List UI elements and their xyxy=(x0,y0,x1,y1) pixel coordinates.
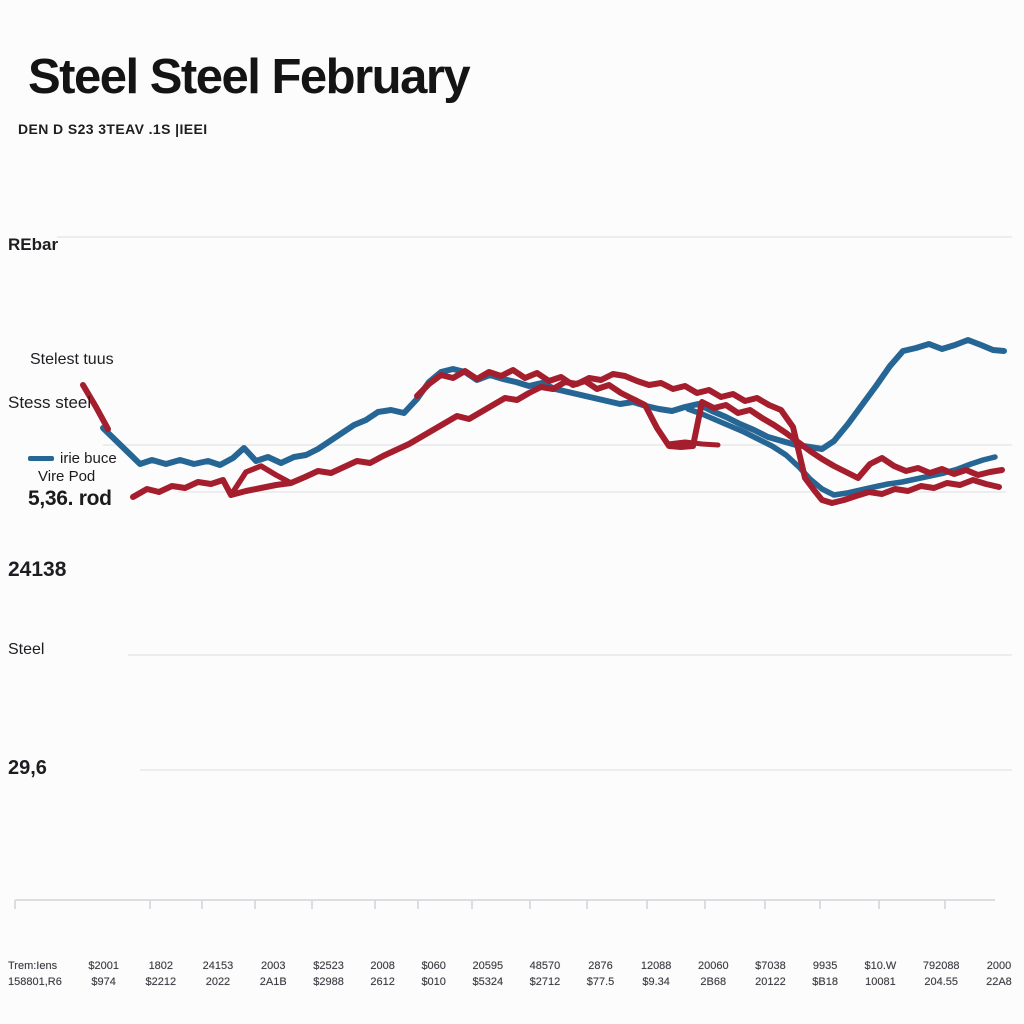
footer-value-bottom: 2612 xyxy=(370,976,395,988)
footer-value-top: $10.W xyxy=(864,960,897,972)
footer-columns: Trem:Iens 158801,R6 $2001 $974 1802 $2212 2415… xyxy=(0,958,1024,990)
footer-column: Trem:Iens 158801,R6 xyxy=(8,958,62,990)
footer-column: 2003 2A1B xyxy=(260,958,287,990)
footer-value-bottom: $5324 xyxy=(472,976,504,988)
footer-value-top: 792088 xyxy=(922,960,960,972)
page-title: Steel Steel February xyxy=(28,49,471,104)
axis-label-stelest: Stelest tuus xyxy=(30,351,114,368)
footer-column: 2008 2612 xyxy=(370,958,394,990)
footer-value-bottom: $B18 xyxy=(812,976,838,988)
footer-value-bottom: 158801,R6 xyxy=(8,976,62,988)
legend-row: irie buce xyxy=(28,450,117,467)
footer-column: 9935 $B18 xyxy=(812,958,838,990)
red-stub-line xyxy=(665,439,721,448)
footer-column: 20595 $5324 xyxy=(472,958,503,990)
footer-value-top: $060 xyxy=(421,960,446,972)
footer-value-bottom: 204.55 xyxy=(924,976,959,988)
legend-label-2: Vire Pod xyxy=(38,468,96,485)
blue-main-line xyxy=(100,337,1007,468)
red-upper-loop-line xyxy=(228,463,294,498)
footer-column: 48570 $2712 xyxy=(530,958,561,990)
footer-value-bottom: 2A1B xyxy=(259,976,287,988)
footer-column: 1802 $2212 xyxy=(146,958,177,990)
red-start-line xyxy=(80,382,111,432)
axis-label-steel: Steel xyxy=(8,641,45,658)
axis-label-stess: Stess steel xyxy=(8,393,92,412)
footer-value-bottom: 20122 xyxy=(755,976,786,988)
footer-value-bottom: $77.5 xyxy=(586,976,615,988)
footer-value-top: 9935 xyxy=(812,960,838,972)
footer-value-bottom: 2B68 xyxy=(700,976,727,988)
footer-column: 792088 204.55 xyxy=(923,958,960,990)
footer-column: 20060 2B68 xyxy=(698,958,729,990)
footer-column: 12088 $9.34 xyxy=(641,958,672,990)
footer-column: 2876 $77.5 xyxy=(587,958,615,990)
footer-value-top: $2523 xyxy=(313,960,344,972)
legend-value: 5,36. rod xyxy=(28,487,112,510)
footer-value-top: 20060 xyxy=(697,960,729,972)
footer-column: $060 $010 xyxy=(421,958,445,990)
footer-value-bottom: 10081 xyxy=(865,976,896,988)
blue-line-swatch-icon xyxy=(28,456,54,461)
footer-value-bottom: 2022 xyxy=(205,976,231,988)
footer-value-top: Trem:Iens xyxy=(8,960,58,972)
footer-value-top: 2000 xyxy=(986,960,1012,972)
footer-column: $10.W 10081 xyxy=(865,958,897,990)
red-weave-line xyxy=(414,367,1005,481)
footer-value-top: 48570 xyxy=(529,960,561,972)
footer-value-bottom: $2988 xyxy=(313,976,344,988)
footer-value-top: 1802 xyxy=(148,960,174,972)
footer-value-bottom: $974 xyxy=(91,976,116,988)
footer-value-top: 12088 xyxy=(640,960,672,972)
axis-label-24138: 24138 xyxy=(8,558,67,581)
footer-value-top: $2001 xyxy=(88,960,119,972)
footer-value-top: 2003 xyxy=(261,960,286,972)
footer-value-bottom: $2212 xyxy=(145,976,177,988)
footer-value-bottom: 22A8 xyxy=(986,976,1012,988)
footer-column: $2523 $2988 xyxy=(313,958,344,990)
footer-value-top: 24153 xyxy=(202,960,234,972)
footer-value-top: 2008 xyxy=(370,960,395,972)
footer-value-top: 2876 xyxy=(588,960,613,972)
footer-column: $2001 $974 xyxy=(88,958,119,990)
axis-label-29-6: 29,6 xyxy=(8,757,47,779)
legend-label-1: irie buce xyxy=(60,450,117,467)
footer-column: $7038 20122 xyxy=(755,958,786,990)
footer-value-top: 20595 xyxy=(472,960,504,972)
legend: irie buce Vire Pod 5,36. rod xyxy=(28,450,117,511)
footer-value-bottom: $010 xyxy=(421,976,446,988)
page-subtitle: DEN D S23 3TEAV .1S |IEEI xyxy=(18,121,208,137)
footer-value-bottom: $2712 xyxy=(529,976,561,988)
axis-label-rebar: REbar xyxy=(8,235,59,254)
footer-value-bottom: $9.34 xyxy=(642,976,670,988)
footer-column: 24153 2022 xyxy=(203,958,234,990)
footer-value-top: $7038 xyxy=(755,960,786,972)
footer-column: 2000 22A8 xyxy=(986,958,1012,990)
